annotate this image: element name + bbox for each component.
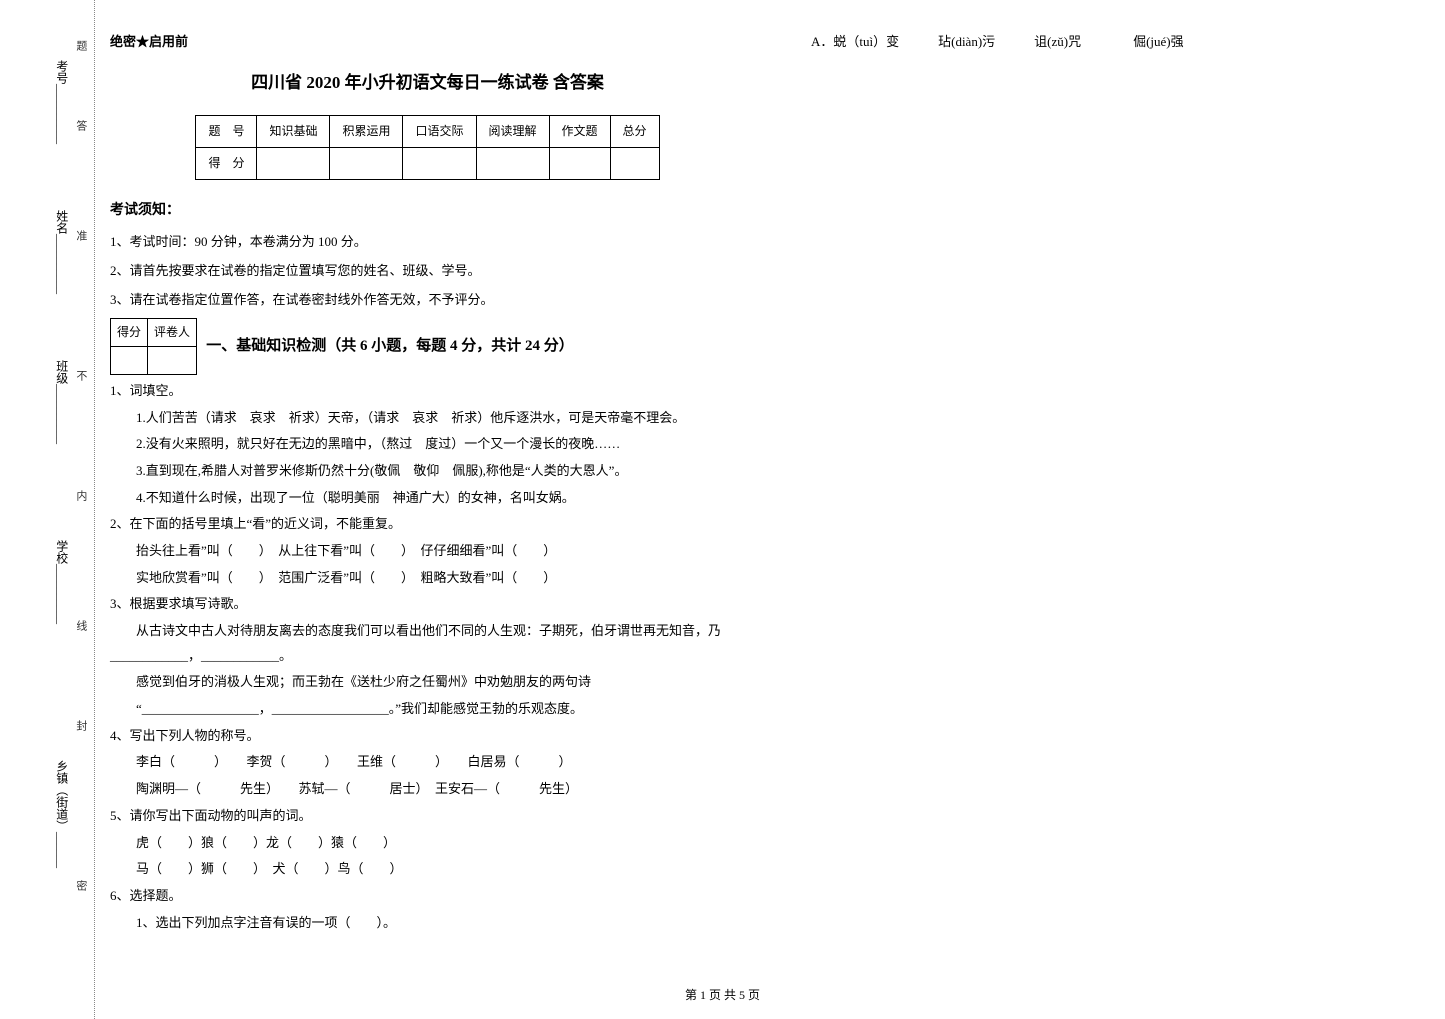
s1-q1-l3: 3.直到现在,希腊人对普罗米修斯仍然十分(敬佩 敬仰 佩服),称他是“人类的大恩… xyxy=(110,459,745,484)
score-value-row: 得 分 xyxy=(196,147,659,179)
sidebar-town: 乡镇（街道）______ xyxy=(50,760,73,868)
s1-q2-l1: 抬头往上看”叫（ ） 从上往下看”叫（ ） 仔仔细细看”叫（ ） xyxy=(110,539,745,564)
notice-2: 2、请首先按要求在试卷的指定位置填写您的姓名、班级、学号。 xyxy=(110,259,745,284)
score-cell xyxy=(257,147,330,179)
mini-c2: 评卷人 xyxy=(148,319,197,347)
s1-q5-l1: 虎（ ）狼（ ）龙（ ）猿（ ） xyxy=(110,831,745,856)
s1-q2-l2: 实地欣赏看”叫（ ） 范围广泛看”叫（ ） 粗略大致看”叫（ ） xyxy=(110,566,745,591)
seal-char-7: 封 xyxy=(70,720,91,739)
seal-char-2: 答 xyxy=(70,120,91,139)
mini-score-table-1: 得分评卷人 xyxy=(110,318,197,375)
s1-q3-l3: “__________________，__________________。”… xyxy=(110,697,745,722)
s1-q3-l1: 从古诗文中古人对待朋友离去的态度我们可以看出他们不同的人生观：子期死，伯牙谓世再… xyxy=(110,619,745,668)
s1-q1-l2: 2.没有火来照明，就只好在无边的黑暗中，（熬过 度过）一个又一个漫长的夜晚…… xyxy=(110,432,745,457)
sidebar-name: 姓名__________ xyxy=(50,210,73,294)
score-row-label: 得 分 xyxy=(196,147,257,179)
section1-row: 得分评卷人 一、基础知识检测（共 6 小题，每题 4 分，共计 24 分） xyxy=(110,318,745,375)
score-cell xyxy=(610,147,659,179)
seal-char-6: 线 xyxy=(70,620,91,639)
score-cell xyxy=(476,147,549,179)
s1-q6-stem: 6、选择题。 xyxy=(110,884,745,909)
seal-char-3: 准 xyxy=(70,230,91,249)
s1-q1-stem: 1、词填空。 xyxy=(110,379,745,404)
score-table: 题 号 知识基础 积累运用 口语交际 阅读理解 作文题 总分 得 分 xyxy=(195,115,659,180)
s1-q3-stem: 3、根据要求填写诗歌。 xyxy=(110,592,745,617)
score-cell xyxy=(549,147,610,179)
page-content: 绝密★启用前 四川省 2020 年小升初语文每日一练试卷 含答案 题 号 知识基… xyxy=(110,30,1420,960)
notice-1: 1、考试时间：90 分钟，本卷满分为 100 分。 xyxy=(110,230,745,255)
score-h3: 口语交际 xyxy=(403,115,476,147)
page-footer: 第 1 页 共 5 页 xyxy=(0,984,1445,1007)
s1-q4-l2: 陶渊明—（ 先生） 苏轼—（ 居士） 王安石—（ 先生） xyxy=(110,777,745,802)
confidential-mark: 绝密★启用前 xyxy=(110,30,745,55)
seal-char-1: 题 xyxy=(70,40,91,59)
score-h4: 阅读理解 xyxy=(476,115,549,147)
mini-blank xyxy=(148,347,197,375)
s1-q2-stem: 2、在下面的括号里填上“看”的近义词，不能重复。 xyxy=(110,512,745,537)
score-cell xyxy=(330,147,403,179)
score-h1: 知识基础 xyxy=(257,115,330,147)
s1-q5-stem: 5、请你写出下面动物的叫声的词。 xyxy=(110,804,745,829)
score-h5: 作文题 xyxy=(549,115,610,147)
paper-title: 四川省 2020 年小升初语文每日一练试卷 含答案 xyxy=(110,67,745,99)
notice-head: 考试须知： xyxy=(110,198,745,225)
s1-q6-s1a: A．蜕（tuì）变 玷(diàn)污 诅(zǔ)咒 倔(jué)强 xyxy=(785,30,1420,55)
mini-blank xyxy=(111,347,148,375)
s1-q1-l1: 1.人们苦苦（请求 哀求 祈求）天帝，（请求 哀求 祈求）他斥逐洪水，可是天帝毫… xyxy=(110,406,745,431)
s1-q3-l2: 感觉到伯牙的消极人生观；而王勃在《送杜少府之任蜀州》中劝勉朋友的两句诗 xyxy=(110,670,745,695)
score-h6: 总分 xyxy=(610,115,659,147)
notice-3: 3、请在试卷指定位置作答，在试卷密封线外作答无效，不予评分。 xyxy=(110,288,745,313)
s1-q1-l4: 4.不知道什么时候，出现了一位（聪明美丽 神通广大）的女神，名叫女娲。 xyxy=(110,486,745,511)
s1-q5-l2: 马（ ）狮（ ） 犬（ ）鸟（ ） xyxy=(110,857,745,882)
s1-q4-stem: 4、写出下列人物的称号。 xyxy=(110,724,745,749)
score-header-row: 题 号 知识基础 积累运用 口语交际 阅读理解 作文题 总分 xyxy=(196,115,659,147)
binding-sidebar: 考号__________ 姓名__________ 班级__________ 学… xyxy=(0,0,95,1019)
section1-head: 一、基础知识检测（共 6 小题，每题 4 分，共计 24 分） xyxy=(206,332,574,361)
seal-char-4: 不 xyxy=(70,370,91,389)
mini-c1: 得分 xyxy=(111,319,148,347)
s1-q4-l1: 李白（ ） 李贺（ ） 王维（ ） 白居易（ ） xyxy=(110,750,745,775)
score-h0: 题 号 xyxy=(196,115,257,147)
s1-q6-s1: 1、选出下列加点字注音有误的一项（ ）。 xyxy=(110,911,745,936)
score-cell xyxy=(403,147,476,179)
score-h2: 积累运用 xyxy=(330,115,403,147)
seal-char-8: 密 xyxy=(70,880,91,899)
sidebar-school: 学校__________ xyxy=(50,540,73,624)
seal-char-5: 内 xyxy=(70,490,91,509)
